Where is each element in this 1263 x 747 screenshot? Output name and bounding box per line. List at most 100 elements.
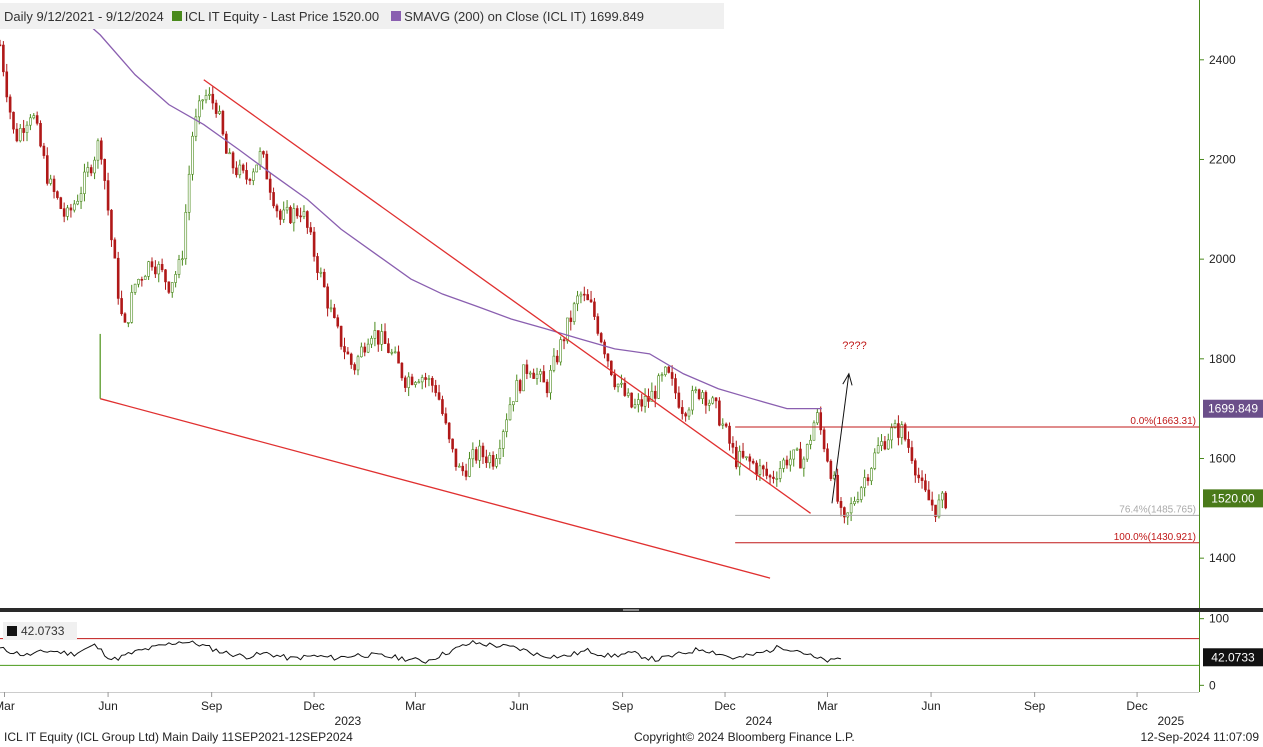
price-candle-body	[431, 378, 434, 386]
oscillator-legend-value: 42.0733	[21, 624, 65, 638]
price-candle-body	[792, 449, 796, 460]
price-candle-body	[697, 389, 701, 400]
price-candle-body	[89, 167, 93, 174]
price-candle-body	[555, 355, 559, 363]
price-candle-body	[549, 369, 552, 394]
price-candle-body	[576, 295, 579, 305]
price-candle-body	[596, 316, 600, 334]
x-year-label: 2023	[335, 714, 362, 728]
price-candle-body	[116, 257, 120, 299]
price-candle-body	[154, 266, 157, 275]
price-candle-body	[718, 400, 721, 426]
price-candle-body	[133, 283, 137, 293]
price-candle-body	[613, 374, 616, 388]
price-candle-body	[106, 180, 110, 211]
price-candle-body	[532, 372, 535, 379]
price-candle-body	[302, 211, 306, 217]
price-candle-body	[143, 276, 147, 280]
price-candle-body	[856, 499, 860, 502]
price-candle-body	[863, 477, 866, 489]
price-candle-body	[701, 392, 704, 400]
price-candle-body	[650, 390, 654, 402]
x-tick-label: Dec	[714, 699, 735, 713]
price-candle-body	[913, 460, 917, 476]
oscillator-y-tick-label: 100	[1209, 612, 1229, 626]
price-candle-body	[900, 424, 904, 438]
price-candle-body	[110, 209, 113, 241]
oscillator-last-badge	[1203, 648, 1263, 667]
price-candle-body	[880, 441, 883, 446]
price-candle-body	[768, 475, 772, 478]
price-candle-body	[191, 135, 194, 175]
price-candle-body	[268, 178, 272, 193]
price-candle-body	[515, 380, 519, 402]
price-candle-body	[360, 346, 363, 358]
price-candle-body	[424, 377, 427, 380]
price-candle-body	[380, 331, 383, 345]
projection-annotation: ????	[842, 340, 866, 352]
y-tick-label: 1800	[1209, 352, 1236, 366]
price-candle-body	[518, 380, 522, 392]
price-candle-body	[245, 170, 248, 180]
panel-resize-grip	[623, 609, 639, 611]
footer-right: 12-Sep-2024 11:07:09	[1140, 730, 1259, 744]
price-candle-body	[174, 274, 177, 283]
projection-arrow-line	[831, 373, 850, 504]
price-candle-body	[812, 422, 816, 441]
price-candle-body	[407, 376, 410, 388]
price-candle-body	[508, 404, 512, 421]
price-candle-body	[839, 501, 843, 508]
price-candle-body	[866, 477, 870, 482]
price-candle-body	[441, 399, 444, 415]
price-candle-body	[633, 404, 637, 408]
price-candle-body	[93, 159, 96, 174]
y-tick-label: 1400	[1209, 551, 1236, 565]
price-candle-body	[157, 264, 161, 275]
price-candle-body	[414, 382, 417, 385]
price-candle-body	[79, 193, 83, 202]
chart-legend: Daily 9/12/2021 - 9/12/2024 ICL IT Equit…	[0, 3, 724, 29]
price-candle-body	[201, 99, 204, 102]
x-tick-label: Mar	[0, 699, 15, 713]
price-candle-body	[255, 164, 258, 173]
price-candle-body	[775, 478, 779, 480]
price-candle-body	[731, 443, 735, 448]
price-candle-body	[343, 346, 346, 353]
legend-price-label: ICL IT Equity - Last Price 1520.00	[184, 8, 380, 24]
price-candle-body	[552, 355, 556, 371]
y-tick-label: 2400	[1209, 53, 1236, 67]
price-candle-body	[235, 167, 238, 176]
price-candle-body	[660, 374, 664, 377]
price-candle-body	[218, 111, 221, 114]
price-candle-body	[187, 173, 191, 213]
price-candle-body	[73, 203, 76, 211]
price-candle-body	[197, 100, 201, 118]
price-candle-body	[69, 207, 73, 211]
price-candle-body	[562, 339, 566, 342]
price-candle-body	[451, 438, 454, 450]
price-candle-body	[130, 292, 134, 323]
price-candle-body	[572, 303, 576, 322]
last-value-label: 1699.849	[1208, 402, 1258, 416]
price-candle-body	[657, 375, 660, 399]
price-candle-body	[464, 470, 468, 477]
price-candle-body	[606, 353, 610, 362]
price-candle-body	[39, 123, 42, 147]
price-candle-body	[886, 439, 890, 450]
price-candle-body	[758, 465, 762, 475]
price-candle-body	[86, 167, 90, 173]
x-tick-label: Jun	[98, 699, 117, 713]
price-candle-body	[56, 191, 59, 198]
price-candle-body	[873, 452, 877, 469]
price-candle-body	[687, 409, 691, 417]
price-candle-body	[356, 356, 360, 371]
price-candle-body	[481, 445, 485, 458]
price-candle-body	[444, 413, 448, 424]
price-candle-body	[789, 458, 792, 466]
price-candle-body	[76, 200, 79, 205]
price-candle-body	[282, 209, 286, 220]
price-candle-body	[941, 492, 944, 501]
price-candle-body	[930, 499, 934, 506]
price-candle-body	[194, 116, 198, 137]
legend-price-swatch	[171, 11, 182, 21]
